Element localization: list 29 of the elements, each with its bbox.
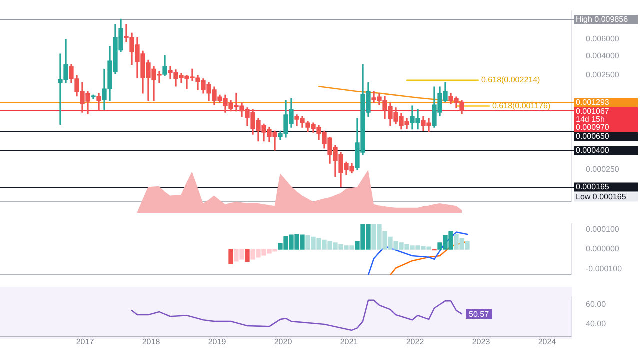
x-tick-label: 2020 xyxy=(274,337,293,346)
ref-line-label: 0.000165 xyxy=(576,182,610,192)
bar xyxy=(245,249,250,262)
x-tick-label: 2018 xyxy=(142,337,161,346)
x-tick-label: 2023 xyxy=(472,337,491,346)
y-tick-label: 0.000000 xyxy=(586,244,620,254)
ref-line-label: 0.001067 14d 15h 0.000970 xyxy=(576,107,610,132)
text: Low 0.000165 xyxy=(576,192,627,202)
y-tick-label: 0.000250 xyxy=(586,164,620,174)
data-label: 50.57 xyxy=(469,310,490,319)
annotation: 0.618(0.002214) xyxy=(482,76,541,85)
y-tick-label: -0.000100 xyxy=(586,264,623,274)
y-tick-label: 40.00 xyxy=(586,320,607,329)
ref-line-label: High 0.009856 xyxy=(576,14,629,24)
x-tick-label: 2019 xyxy=(208,337,227,346)
x-tick-label: 2017 xyxy=(76,337,95,346)
y-tick-label: 60.00 xyxy=(586,300,607,309)
ref-line-label: 0.001293 xyxy=(576,98,610,108)
y-tick-label: 0.000100 xyxy=(586,224,620,234)
x-tick-label: 2022 xyxy=(406,337,425,346)
y-tick-label: 0.004000 xyxy=(586,51,620,60)
y-tick-label: 0.002500 xyxy=(586,70,620,80)
bar xyxy=(228,249,234,264)
y-tick-label: 0.006000 xyxy=(586,34,620,44)
annotation: 0.618(0.001176) xyxy=(492,101,551,110)
ref-line-label: 0.000400 xyxy=(576,146,610,156)
x-tick-label: 2024 xyxy=(538,337,557,346)
x-tick-label: 2021 xyxy=(340,337,359,346)
ref-line-label: 0.000650 xyxy=(576,132,610,142)
